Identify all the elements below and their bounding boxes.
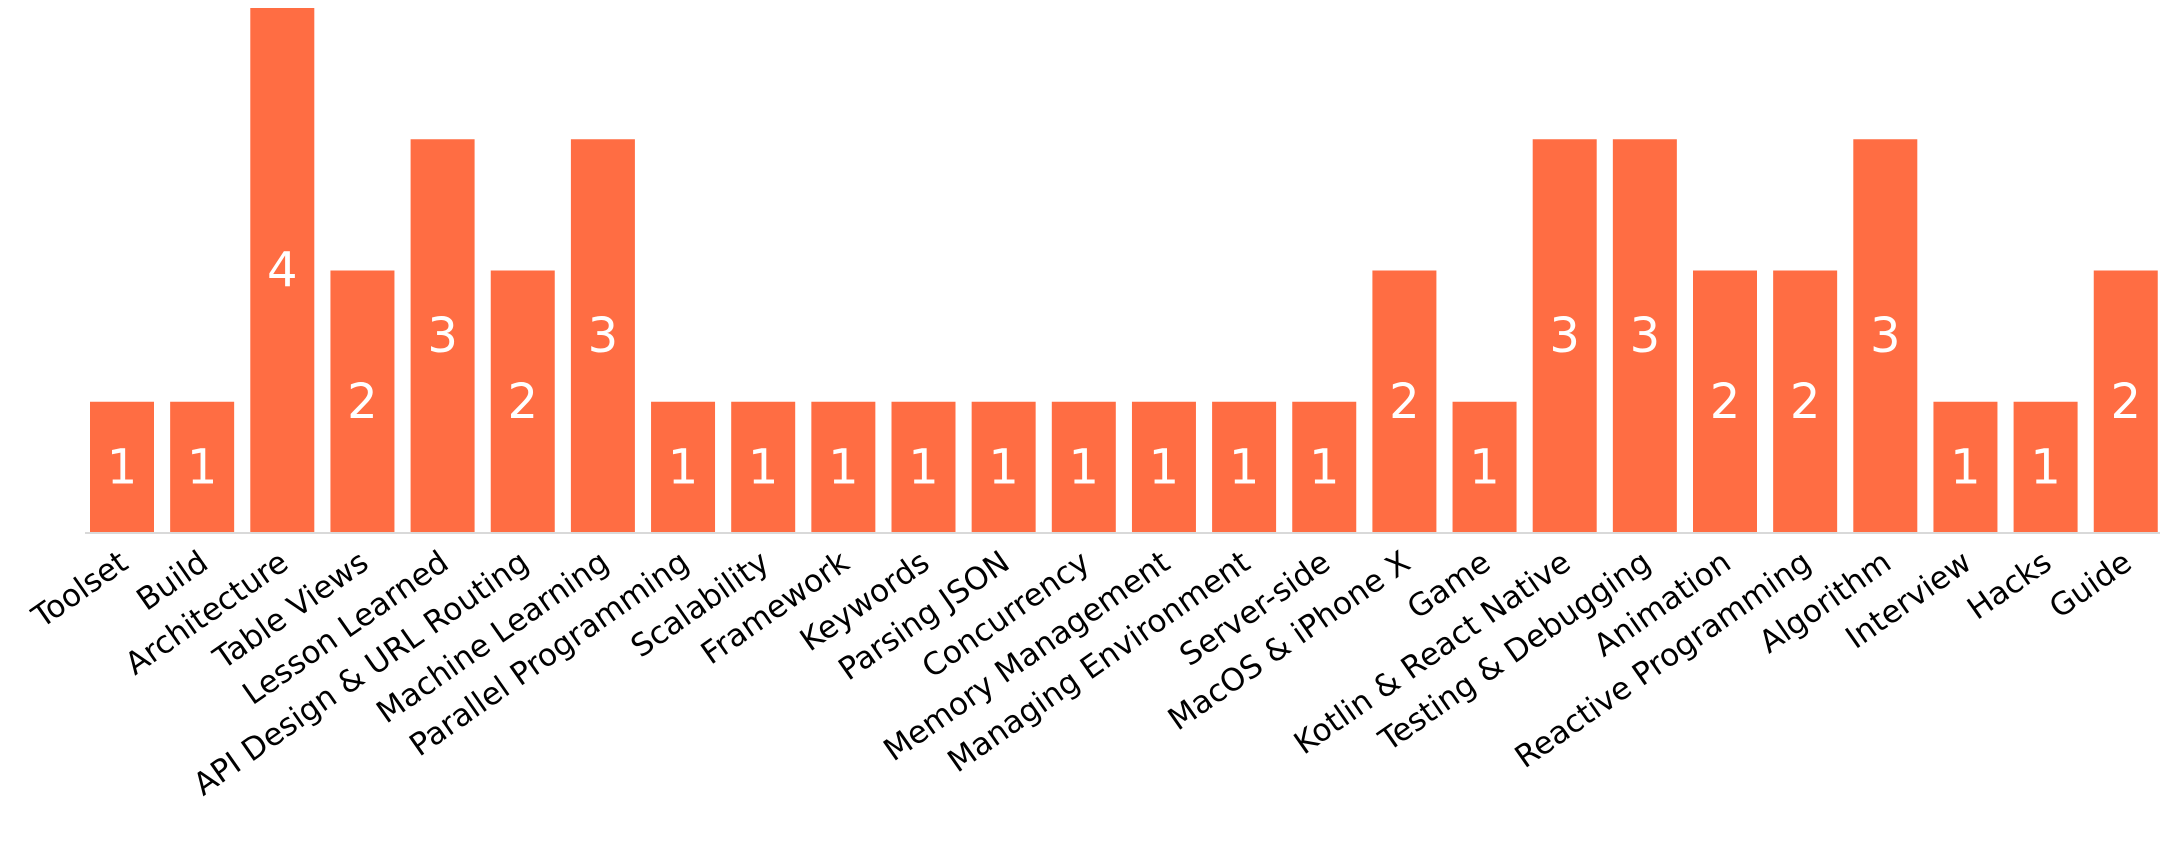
bar (90, 401, 154, 533)
x-tick-label: Guide (2043, 544, 2138, 626)
bar (1693, 270, 1757, 533)
bar-value-label: 2 (1389, 374, 1420, 430)
bar (1292, 401, 1357, 533)
bar (330, 270, 395, 533)
bar-value-label: 2 (2110, 374, 2141, 430)
bar (811, 401, 876, 533)
bar (971, 401, 1036, 533)
bar-value-label: 2 (507, 374, 538, 430)
bar-value-label: 1 (2030, 439, 2061, 495)
bar (570, 139, 635, 533)
bar (490, 270, 555, 533)
bar-value-label: 1 (988, 439, 1019, 495)
bar-value-label: 1 (1950, 439, 1981, 495)
bar-value-label: 1 (668, 439, 699, 495)
x-tick-label: Hacks (1961, 544, 2058, 627)
bar-value-label: 1 (1229, 439, 1260, 495)
bar (1532, 139, 1597, 533)
bar-value-label: 3 (1549, 308, 1580, 364)
bar-value-label: 1 (1069, 439, 1100, 495)
bar (410, 139, 475, 533)
bar-value-label: 3 (427, 308, 458, 364)
bar-value-label: 1 (908, 439, 939, 495)
bar-value-label: 1 (748, 439, 779, 495)
bar-value-label: 2 (1790, 374, 1821, 430)
bars-layer (90, 8, 2158, 533)
bar (731, 401, 796, 533)
bar-value-label: 4 (267, 243, 298, 299)
bar (1933, 401, 1998, 533)
bar-value-label: 1 (1469, 439, 1500, 495)
x-tick-label: Toolset (25, 544, 135, 636)
bar-value-label: 3 (1870, 308, 1901, 364)
bar-value-label: 2 (347, 374, 378, 430)
bar (2093, 270, 2158, 533)
bar (170, 401, 235, 533)
bar (1212, 401, 1277, 533)
bar (2013, 401, 2078, 533)
bar (1131, 401, 1196, 533)
bar-value-label: 1 (187, 439, 218, 495)
bar (651, 401, 716, 533)
bar-value-label: 1 (1149, 439, 1180, 495)
bar (1372, 270, 1437, 533)
bar (1452, 401, 1517, 533)
bar-value-label: 1 (107, 439, 138, 495)
bar (891, 401, 956, 533)
bar-value-label: 3 (588, 308, 619, 364)
bar (1051, 401, 1116, 533)
bar-value-label: 2 (1710, 374, 1741, 430)
bar-value-label: 1 (1309, 439, 1340, 495)
bar (250, 8, 315, 533)
bar-value-label: 1 (828, 439, 859, 495)
bar-value-label: 3 (1630, 308, 1661, 364)
bar (1612, 139, 1677, 533)
bar (1853, 139, 1918, 533)
bar (1773, 270, 1838, 533)
